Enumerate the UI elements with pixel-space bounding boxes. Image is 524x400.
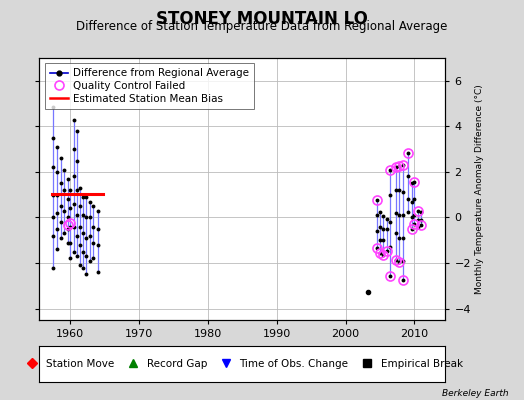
Text: Difference of Station Temperature Data from Regional Average: Difference of Station Temperature Data f… xyxy=(77,20,447,33)
Y-axis label: Monthly Temperature Anomaly Difference (°C): Monthly Temperature Anomaly Difference (… xyxy=(475,84,484,294)
Legend: Station Move, Record Gap, Time of Obs. Change, Empirical Break: Station Move, Record Gap, Time of Obs. C… xyxy=(19,356,466,372)
Text: STONEY MOUNTAIN LO: STONEY MOUNTAIN LO xyxy=(156,10,368,28)
Legend: Difference from Regional Average, Quality Control Failed, Estimated Station Mean: Difference from Regional Average, Qualit… xyxy=(45,63,254,109)
Text: Berkeley Earth: Berkeley Earth xyxy=(442,389,508,398)
